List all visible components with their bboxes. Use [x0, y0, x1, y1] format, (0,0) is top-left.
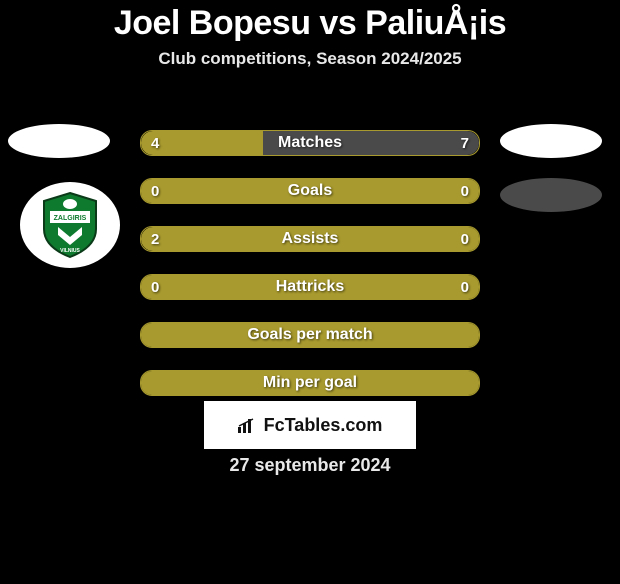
stat-bar-matches: Matches4 7 [140, 130, 480, 156]
bar-value-p2: 0 [461, 275, 469, 299]
stat-bar-hattricks: Hattricks0 0 [140, 274, 480, 300]
bar-label: Goals per match [141, 323, 479, 347]
stat-bar-min-per-goal: Min per goal [140, 370, 480, 396]
bar-label: Matches [141, 131, 479, 155]
player2-marker-mid [500, 178, 602, 212]
bar-label: Min per goal [141, 371, 479, 395]
stat-bar-assists: Assists2 0 [140, 226, 480, 252]
bar-value-p1: 2 [151, 227, 159, 251]
brand-logo-icon [238, 417, 258, 433]
bar-label: Goals [141, 179, 479, 203]
bar-value-p1: 4 [151, 131, 159, 155]
footer-date: 27 september 2024 [0, 455, 620, 476]
player1-marker-top [8, 124, 110, 158]
stat-bar-goals: Goals0 0 [140, 178, 480, 204]
player2-marker-top [500, 124, 602, 158]
stat-bar-goals-per-match: Goals per match [140, 322, 480, 348]
bar-value-p2: 0 [461, 179, 469, 203]
club-name-text: ZALGIRIS [54, 215, 87, 222]
club-city-text: VILNIUS [60, 248, 80, 254]
bar-value-p1: 0 [151, 275, 159, 299]
bar-value-p1: 0 [151, 179, 159, 203]
page-title: Joel Bopesu vs PaliuÅ¡is [0, 4, 620, 43]
footer-brand-text: FcTables.com [264, 415, 383, 436]
bar-value-p2: 0 [461, 227, 469, 251]
bar-label: Hattricks [141, 275, 479, 299]
stats-bars: Matches47Goals00Assists20Hattricks00Goal… [140, 130, 480, 418]
club-shield-icon: ZALGIRIS VILNIUS [40, 191, 100, 259]
bar-label: Assists [141, 227, 479, 251]
bar-value-p2: 7 [461, 131, 469, 155]
club-badge: ZALGIRIS VILNIUS [20, 182, 120, 268]
footer-brand-box: FcTables.com [204, 401, 416, 449]
subtitle: Club competitions, Season 2024/2025 [0, 49, 620, 69]
